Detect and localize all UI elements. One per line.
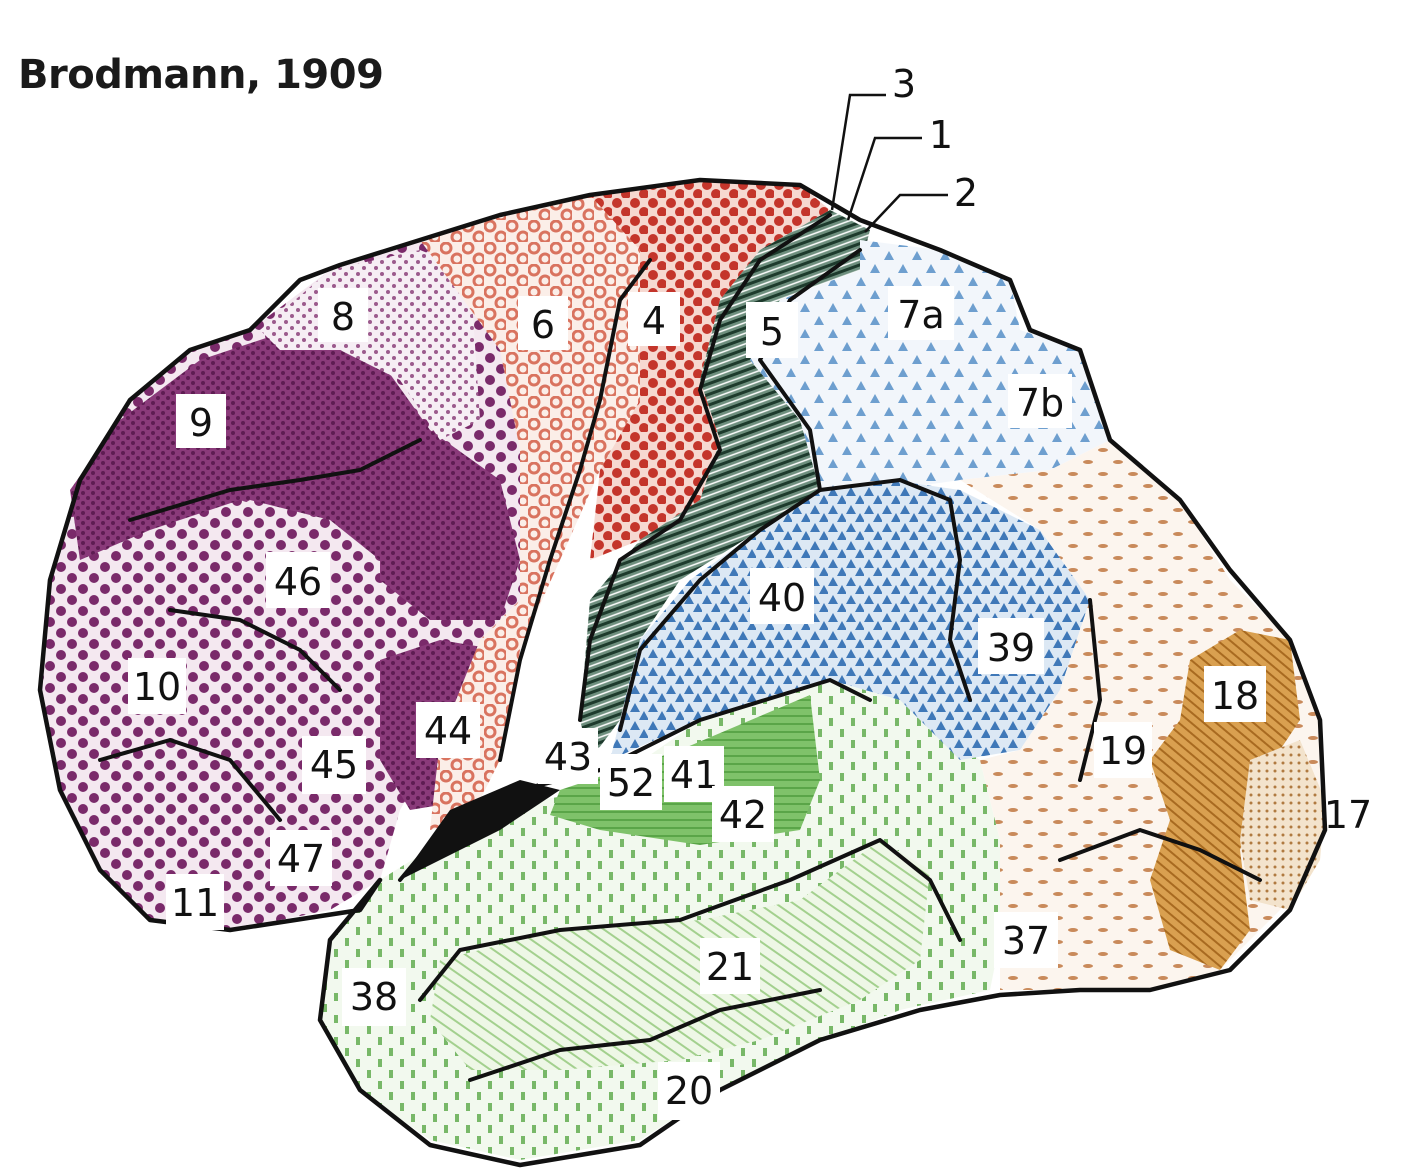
label-37: 37 bbox=[994, 912, 1058, 968]
svg-text:4: 4 bbox=[642, 299, 666, 343]
svg-text:44: 44 bbox=[424, 709, 472, 753]
superior-temporal-sulcus bbox=[418, 838, 962, 1002]
label-7a: 7a bbox=[888, 286, 954, 340]
svg-text:19: 19 bbox=[1099, 729, 1147, 773]
occipital-sulcus bbox=[1058, 828, 1262, 882]
label-11: 11 bbox=[166, 874, 224, 930]
svg-text:5: 5 bbox=[760, 310, 784, 354]
label-39: 39 bbox=[978, 618, 1044, 674]
label-40: 40 bbox=[750, 568, 814, 624]
svg-text:42: 42 bbox=[719, 793, 767, 837]
area-labels: 8 6 4 5 7a 7b 9 46 40 39 10 18 44 43 45 … bbox=[128, 286, 1266, 1120]
leader-lines bbox=[830, 93, 948, 233]
leader-line-1 bbox=[846, 136, 922, 221]
label-38: 38 bbox=[342, 968, 406, 1026]
svg-text:47: 47 bbox=[277, 837, 325, 881]
svg-text:43: 43 bbox=[544, 735, 592, 779]
label-52: 52 bbox=[600, 754, 662, 810]
region-motor bbox=[590, 180, 830, 560]
svg-text:41: 41 bbox=[670, 753, 718, 797]
svg-text:7a: 7a bbox=[897, 293, 944, 337]
label-46: 46 bbox=[266, 552, 330, 608]
label-43: 43 bbox=[538, 728, 598, 784]
svg-text:37: 37 bbox=[1002, 919, 1050, 963]
precentral-sulcus bbox=[498, 258, 652, 762]
label-45: 45 bbox=[302, 736, 366, 794]
region-temporal-hatch bbox=[430, 840, 930, 1070]
svg-text:20: 20 bbox=[665, 1069, 713, 1113]
svg-text:52: 52 bbox=[607, 761, 655, 805]
label-17: 17 bbox=[1324, 793, 1372, 837]
svg-text:39: 39 bbox=[987, 626, 1035, 670]
insula-gap bbox=[400, 780, 560, 880]
frontal-sulcus-2 bbox=[98, 738, 282, 822]
svg-text:10: 10 bbox=[133, 665, 181, 709]
svg-text:11: 11 bbox=[171, 881, 219, 925]
frontal-sulcus-3 bbox=[168, 608, 342, 692]
label-8: 8 bbox=[318, 288, 368, 342]
frontal-sulcus-1 bbox=[128, 438, 422, 522]
plain-labels: 3 1 2 17 bbox=[892, 62, 1372, 837]
inferior-temporal-sulcus bbox=[468, 988, 822, 1082]
label-7b: 7b bbox=[1008, 374, 1072, 428]
region-premotor bbox=[420, 195, 640, 830]
label-42: 42 bbox=[712, 786, 774, 842]
label-3: 3 bbox=[892, 62, 916, 106]
svg-text:18: 18 bbox=[1211, 674, 1259, 718]
svg-text:21: 21 bbox=[706, 945, 754, 989]
label-5: 5 bbox=[746, 302, 798, 358]
label-41: 41 bbox=[664, 746, 724, 802]
label-1: 1 bbox=[929, 113, 953, 157]
central-sulcus bbox=[578, 213, 832, 722]
cortex-outline bbox=[37, 177, 1328, 1168]
region-area8 bbox=[260, 250, 480, 440]
label-4: 4 bbox=[628, 292, 680, 346]
svg-text:45: 45 bbox=[310, 743, 358, 787]
label-44: 44 bbox=[416, 702, 480, 758]
leader-line-2 bbox=[864, 193, 948, 233]
lateral-occipital-sulcus bbox=[1078, 598, 1102, 782]
svg-text:6: 6 bbox=[531, 303, 555, 347]
intraparietal-sulcus bbox=[818, 478, 972, 702]
label-20: 20 bbox=[658, 1062, 720, 1120]
label-47: 47 bbox=[270, 830, 332, 886]
leader-line-3 bbox=[830, 93, 886, 211]
label-6: 6 bbox=[518, 296, 568, 350]
regions bbox=[40, 180, 1325, 1160]
label-21: 21 bbox=[700, 938, 760, 994]
label-10: 10 bbox=[128, 658, 186, 714]
region-area17 bbox=[1240, 740, 1325, 910]
svg-text:46: 46 bbox=[274, 560, 322, 604]
svg-text:38: 38 bbox=[350, 975, 398, 1019]
label-18: 18 bbox=[1204, 666, 1266, 722]
svg-text:8: 8 bbox=[331, 295, 355, 339]
region-inferior-parietal bbox=[610, 480, 1090, 760]
label-9: 9 bbox=[176, 394, 226, 448]
svg-text:7b: 7b bbox=[1016, 381, 1064, 425]
region-somatosensory bbox=[580, 210, 870, 760]
label-19: 19 bbox=[1094, 722, 1152, 778]
svg-text:40: 40 bbox=[758, 576, 806, 620]
figure-title: Brodmann, 1909 bbox=[18, 52, 384, 98]
svg-text:9: 9 bbox=[189, 401, 213, 445]
label-2: 2 bbox=[954, 171, 978, 215]
brain-outline bbox=[37, 177, 1328, 1168]
